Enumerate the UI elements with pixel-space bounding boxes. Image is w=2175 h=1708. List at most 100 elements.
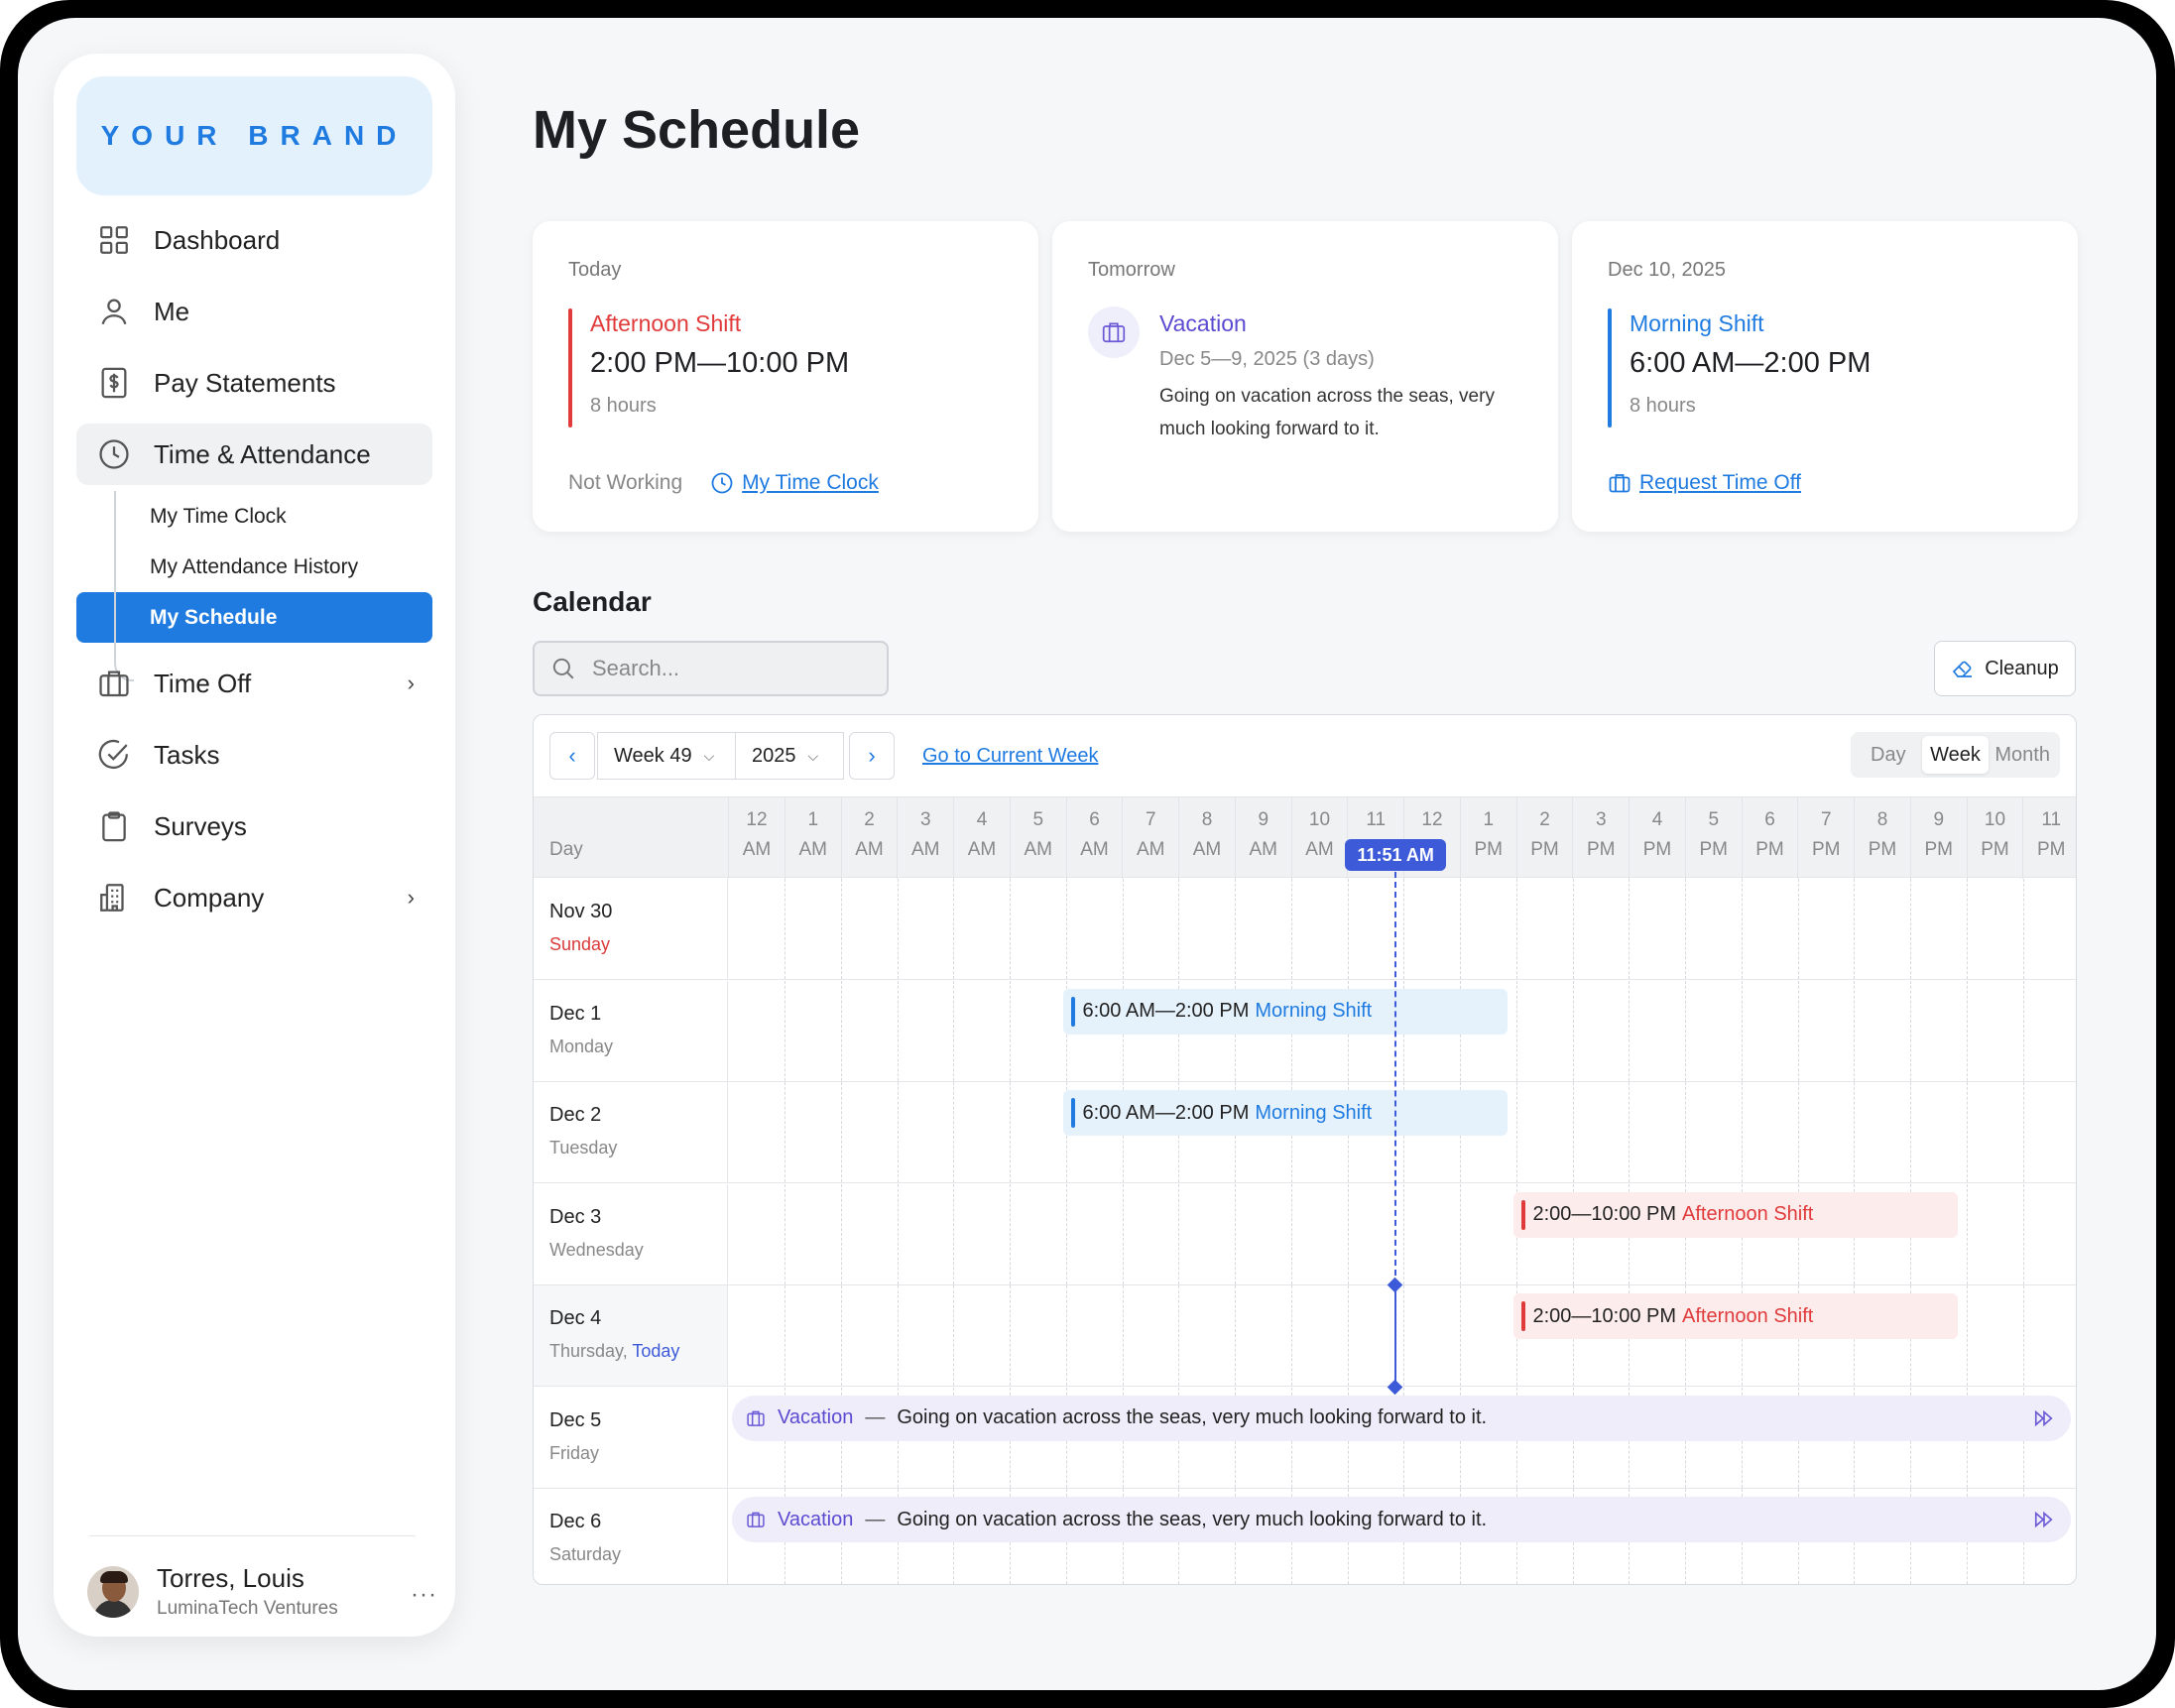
vacation-block-dash: — (865, 1406, 886, 1428)
hour-gridline (1572, 879, 1574, 979)
hour-gridline (2022, 879, 2024, 979)
search-icon (552, 658, 574, 679)
brand-logo[interactable]: YOUR BRAND (76, 76, 432, 195)
row-date: Dec 5 (549, 1408, 602, 1431)
row-weekday: Wednesday (549, 1240, 644, 1261)
hour-header: 3 AM (897, 797, 953, 879)
hour-gridline (1235, 1285, 1237, 1386)
working-status: Not Working (568, 471, 683, 494)
cleanup-label: Cleanup (1985, 657, 2059, 679)
sidebar-item-label: Me (154, 296, 190, 326)
row-weekday: Thursday, Today (549, 1341, 679, 1362)
hour-gridline (1629, 980, 1631, 1081)
shift-block[interactable]: 2:00—10:00 PM Afternoon Shift (1512, 1191, 1958, 1238)
hour-period: AM (967, 839, 997, 860)
sidebar-item-tasks[interactable]: Tasks (76, 724, 432, 786)
hour-gridline (1122, 879, 1124, 979)
user-name: Torres, Louis (157, 1563, 304, 1593)
hour-number: 4 (976, 809, 988, 830)
hour-gridline (1403, 879, 1405, 979)
week-select[interactable]: Week 49 ⌵ (597, 732, 736, 780)
view-day-button[interactable]: Day (1871, 743, 1906, 766)
hour-period: PM (2037, 839, 2066, 860)
search-input[interactable]: Search... (533, 641, 889, 696)
weekday-label: Monday (549, 1036, 614, 1056)
hour-header: 5 AM (1009, 797, 1066, 879)
sidebar-subitem-my-time-clock[interactable]: My Time Clock (150, 504, 287, 528)
hour-gridline (1854, 879, 1856, 979)
hour-number: 10 (1308, 809, 1331, 830)
hour-gridline (1347, 1183, 1349, 1284)
year-select[interactable]: 2025 ⌵ (735, 732, 844, 780)
suitcase-icon (747, 1512, 765, 1527)
my-time-clock-link[interactable]: My Time Clock (742, 471, 879, 494)
current-time-badge: 11:51 AM (1345, 839, 1446, 871)
hour-number: 7 (1145, 809, 1156, 830)
hour-gridline (1797, 1082, 1799, 1182)
hour-number: 5 (1708, 809, 1720, 830)
hour-period: AM (798, 839, 828, 860)
vacation-block[interactable]: Vacation — Going on vacation across the se… (732, 1395, 2071, 1441)
hour-gridline (840, 980, 842, 1081)
sidebar-item-pay-statements[interactable]: Pay Statements (76, 352, 432, 414)
vacation-dates: Dec 5—9, 2025 (3 days) (1159, 348, 1375, 370)
hour-gridline (1572, 980, 1574, 1081)
shift-block[interactable]: 6:00 AM—2:00 PM Morning Shift (1062, 988, 1508, 1035)
hour-number: 5 (1032, 809, 1044, 830)
hour-period: PM (1868, 839, 1897, 860)
calendar-toolbar: ‹ Week 49 ⌵ 2025 ⌵ › Go to Current Week Da… (534, 715, 2076, 794)
sidebar-item-company[interactable]: Company › (76, 867, 432, 928)
hour-gridline (1685, 879, 1687, 979)
hour-number: 2 (1539, 809, 1550, 830)
prev-week-button[interactable]: ‹ (549, 732, 595, 780)
hour-number: 1 (807, 809, 819, 830)
shift-block[interactable]: 2:00—10:00 PM Afternoon Shift (1512, 1293, 1958, 1339)
next-week-button[interactable]: › (849, 732, 895, 780)
sidebar-item-time-attendance[interactable]: Time & Attendance (76, 424, 432, 485)
hour-period: PM (1587, 839, 1616, 860)
suitcase-icon (1088, 306, 1140, 358)
today-card: Today Afternoon Shift 2:00 PM—10:00 PM 8… (533, 221, 1038, 532)
view-month-button[interactable]: Month (1994, 743, 2050, 766)
hour-number: 9 (1933, 809, 1945, 830)
go-to-current-week-link[interactable]: Go to Current Week (922, 745, 1099, 767)
request-time-off-link[interactable]: Request Time Off (1639, 471, 1802, 494)
hour-period: PM (1812, 839, 1841, 860)
sidebar-item-me[interactable]: Me (76, 281, 432, 342)
more-options-icon[interactable]: ··· (411, 1581, 437, 1608)
calendar-day-row: Dec 3 Wednesday 2:00—10:00 PM Afternoon Shi… (534, 1183, 2076, 1285)
sidebar-subitem-my-schedule[interactable]: My Schedule (76, 592, 432, 643)
hour-header: 6 AM (1065, 797, 1123, 879)
sidebar-item-dashboard[interactable]: Dashboard (76, 209, 432, 271)
view-week-button[interactable]: Week (1921, 736, 1990, 774)
hour-number: 8 (1876, 809, 1888, 830)
day-column-header: Day (549, 839, 583, 860)
hour-number: 3 (1595, 809, 1607, 830)
hour-gridline (1347, 1285, 1349, 1386)
hour-gridline (840, 1183, 842, 1284)
sidebar-item-time-off[interactable]: Time Off › (76, 653, 432, 714)
fast-forward-icon[interactable] (2033, 1407, 2055, 1429)
row-weekday: Tuesday (549, 1138, 617, 1159)
fast-forward-icon[interactable] (2033, 1509, 2055, 1530)
calendar-title: Calendar (533, 586, 652, 617)
row-date: Nov 30 (549, 901, 613, 922)
hour-header: 6 PM (1741, 797, 1798, 879)
card-label: Dec 10, 2025 (1608, 259, 1726, 281)
user-profile[interactable]: Torres, Louis LuminaTech Ventures (87, 1563, 338, 1620)
cleanup-button[interactable]: Cleanup (1934, 641, 2076, 696)
chevron-right-icon: › (407, 671, 415, 695)
sidebar-item-surveys[interactable]: Surveys (76, 795, 432, 857)
hour-period: AM (1080, 839, 1109, 860)
shift-block[interactable]: 6:00 AM—2:00 PM Morning Shift (1062, 1090, 1508, 1136)
sidebar-item-label: Tasks (154, 739, 220, 770)
hour-header: 7 PM (1797, 797, 1854, 879)
day-label-cell: Dec 5 Friday (534, 1387, 728, 1488)
vacation-block[interactable]: Vacation — Going on vacation across the se… (732, 1497, 2071, 1542)
sidebar-subitem-my-attendance-history[interactable]: My Attendance History (150, 554, 359, 578)
hour-gridline (1460, 879, 1462, 979)
hour-period: AM (911, 839, 940, 860)
hour-gridline (1741, 879, 1743, 979)
hour-header: 2 PM (1515, 797, 1573, 879)
vacation-title: Vacation (1159, 310, 1247, 336)
